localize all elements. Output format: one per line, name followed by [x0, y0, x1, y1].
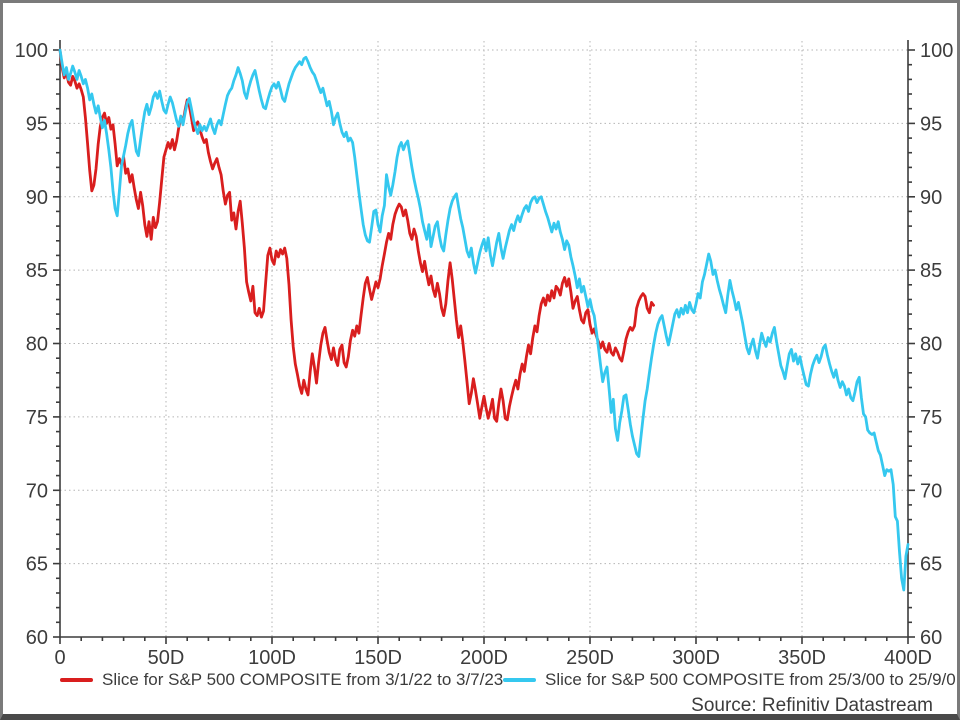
- source-attribution: Source: Refinitiv Datastream: [691, 695, 933, 716]
- y-tick-label-left: 80: [26, 334, 48, 356]
- y-tick-label-right: 60: [920, 627, 942, 649]
- y-tick-label-left: 75: [26, 407, 48, 429]
- legend-label-cyan-slice: Slice for S&P 500 COMPOSITE from 25/3/00…: [545, 670, 960, 689]
- y-tick-label-right: 90: [920, 187, 942, 209]
- x-tick-label: 350D: [778, 647, 826, 669]
- y-tick-label-left: 100: [15, 40, 48, 62]
- legend-item-red-slice: Slice for S&P 500 COMPOSITE from 3/1/22 …: [60, 669, 503, 691]
- y-tick-label-left: 85: [26, 260, 48, 282]
- x-tick-label: 300D: [672, 647, 720, 669]
- y-tick-label-right: 80: [920, 334, 942, 356]
- line-chart: 60 60 65 65 70 70 75 75 80 80 85 85 90 90 95 95 100 100 0 5…: [15, 40, 953, 669]
- series-line-cyan: [58, 48, 910, 592]
- x-tick-label: 400D: [884, 647, 932, 669]
- y-tick-label-right: 95: [920, 113, 942, 135]
- x-tick-label: 250D: [566, 647, 614, 669]
- legend-label-red-slice: Slice for S&P 500 COMPOSITE from 3/1/22 …: [102, 670, 504, 689]
- cyan-line-swatch: [503, 678, 536, 682]
- x-tick-label: 150D: [354, 647, 402, 669]
- y-tick-label-right: 65: [920, 554, 942, 576]
- y-tick-label-right: 75: [920, 407, 942, 429]
- y-tick-label-left: 70: [26, 480, 48, 502]
- y-tick-label-right: 70: [920, 480, 942, 502]
- red-line-swatch: [60, 678, 93, 682]
- y-tick-label-right: 85: [920, 260, 942, 282]
- y-tick-label-right: 100: [920, 40, 953, 62]
- x-tick-label: 50D: [148, 647, 185, 669]
- y-tick-label-left: 60: [26, 627, 48, 649]
- y-tick-label-left: 95: [26, 113, 48, 135]
- legend-item-cyan-slice: Slice for S&P 500 COMPOSITE from 25/3/00…: [503, 669, 960, 691]
- x-tick-label: 100D: [248, 647, 296, 669]
- x-tick-label: 0: [54, 647, 65, 669]
- x-tick-label: 200D: [460, 647, 508, 669]
- y-tick-label-left: 90: [26, 187, 48, 209]
- y-tick-label-left: 65: [26, 554, 48, 576]
- series-line-red: [58, 48, 655, 423]
